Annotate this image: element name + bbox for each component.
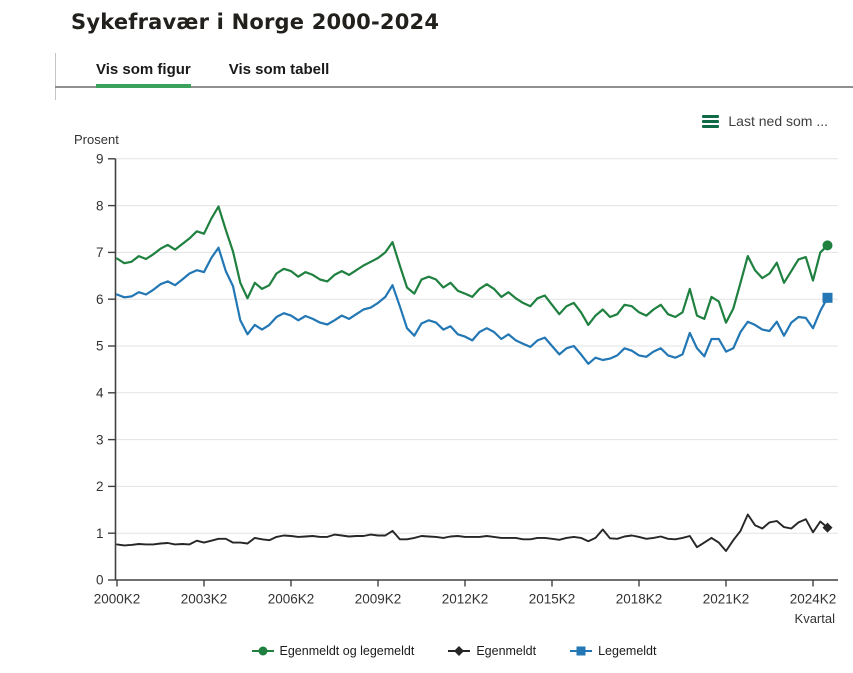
legend-item-egenmeldt-og-legemeldt[interactable]: Egenmeldt og legemeldt xyxy=(251,644,415,658)
legend-label: Legemeldt xyxy=(598,644,657,658)
svg-text:2006K2: 2006K2 xyxy=(268,592,315,607)
gridlines xyxy=(115,158,838,534)
y-axis-title: Prosent xyxy=(74,132,119,147)
svg-text:2012K2: 2012K2 xyxy=(442,592,489,607)
tab-vis-som-tabell[interactable]: Vis som tabell xyxy=(229,53,330,86)
svg-text:2021K2: 2021K2 xyxy=(703,592,750,607)
legend-item-legemeldt[interactable]: Legemeldt xyxy=(570,644,656,658)
svg-text:2003K2: 2003K2 xyxy=(181,592,228,607)
svg-text:9: 9 xyxy=(96,152,104,167)
svg-text:4: 4 xyxy=(96,386,104,401)
tabs-bar: Vis som figur Vis som tabell xyxy=(55,53,853,88)
chart-legend: Egenmeldt og legemeldt Egenmeldt Legemel… xyxy=(55,644,853,658)
download-menu-button[interactable]: Last ned som ... xyxy=(702,113,828,129)
svg-text:2018K2: 2018K2 xyxy=(616,592,663,607)
series-line-1[interactable] xyxy=(116,513,829,552)
hamburger-menu-icon xyxy=(702,114,720,128)
svg-text:5: 5 xyxy=(96,339,104,354)
download-label: Last ned som ... xyxy=(728,113,828,129)
legend-circle-marker-icon xyxy=(251,646,274,657)
legend-item-egenmeldt[interactable]: Egenmeldt xyxy=(448,644,536,658)
svg-text:2009K2: 2009K2 xyxy=(355,592,402,607)
series-line-2[interactable] xyxy=(115,246,829,365)
axes xyxy=(114,158,838,581)
svg-text:7: 7 xyxy=(96,245,104,260)
panel-left-border xyxy=(55,53,56,100)
svg-text:6: 6 xyxy=(96,292,104,307)
svg-text:1: 1 xyxy=(96,526,104,541)
svg-text:2024K2: 2024K2 xyxy=(790,592,837,607)
series-0 xyxy=(115,205,833,326)
series-2 xyxy=(115,246,833,365)
page-title: Sykefravær i Norge 2000-2024 xyxy=(71,10,440,34)
series-1 xyxy=(116,513,833,552)
svg-text:3: 3 xyxy=(96,432,104,447)
svg-text:0: 0 xyxy=(96,573,104,588)
tab-vis-som-figur[interactable]: Vis som figur xyxy=(96,53,191,88)
series-end-marker-square xyxy=(822,292,833,303)
legend-square-marker-icon xyxy=(570,646,593,657)
x-axis-title: Kvartal xyxy=(794,611,835,626)
x-axis-ticks: 2000K2 2003K2 2006K2 2009K2 2012K2 2015K2 2018… xyxy=(94,580,837,607)
svg-text:8: 8 xyxy=(96,198,104,213)
legend-label: Egenmeldt xyxy=(476,644,537,658)
series-end-marker-circle xyxy=(822,240,833,251)
tab-label: Vis som figur xyxy=(96,61,191,78)
legend-diamond-marker-icon xyxy=(448,646,471,657)
tab-label: Vis som tabell xyxy=(228,61,330,78)
active-tab-indicator xyxy=(96,84,191,88)
legend-label: Egenmeldt og legemeldt xyxy=(279,644,415,658)
series-line-0[interactable] xyxy=(115,205,829,326)
series-end-marker-diamond xyxy=(822,522,833,533)
y-axis-ticks: 0 1 2 3 4 5 6 7 8 9 xyxy=(96,152,116,588)
svg-text:2015K2: 2015K2 xyxy=(529,592,576,607)
svg-text:2000K2: 2000K2 xyxy=(94,592,141,607)
svg-text:2: 2 xyxy=(96,479,104,494)
